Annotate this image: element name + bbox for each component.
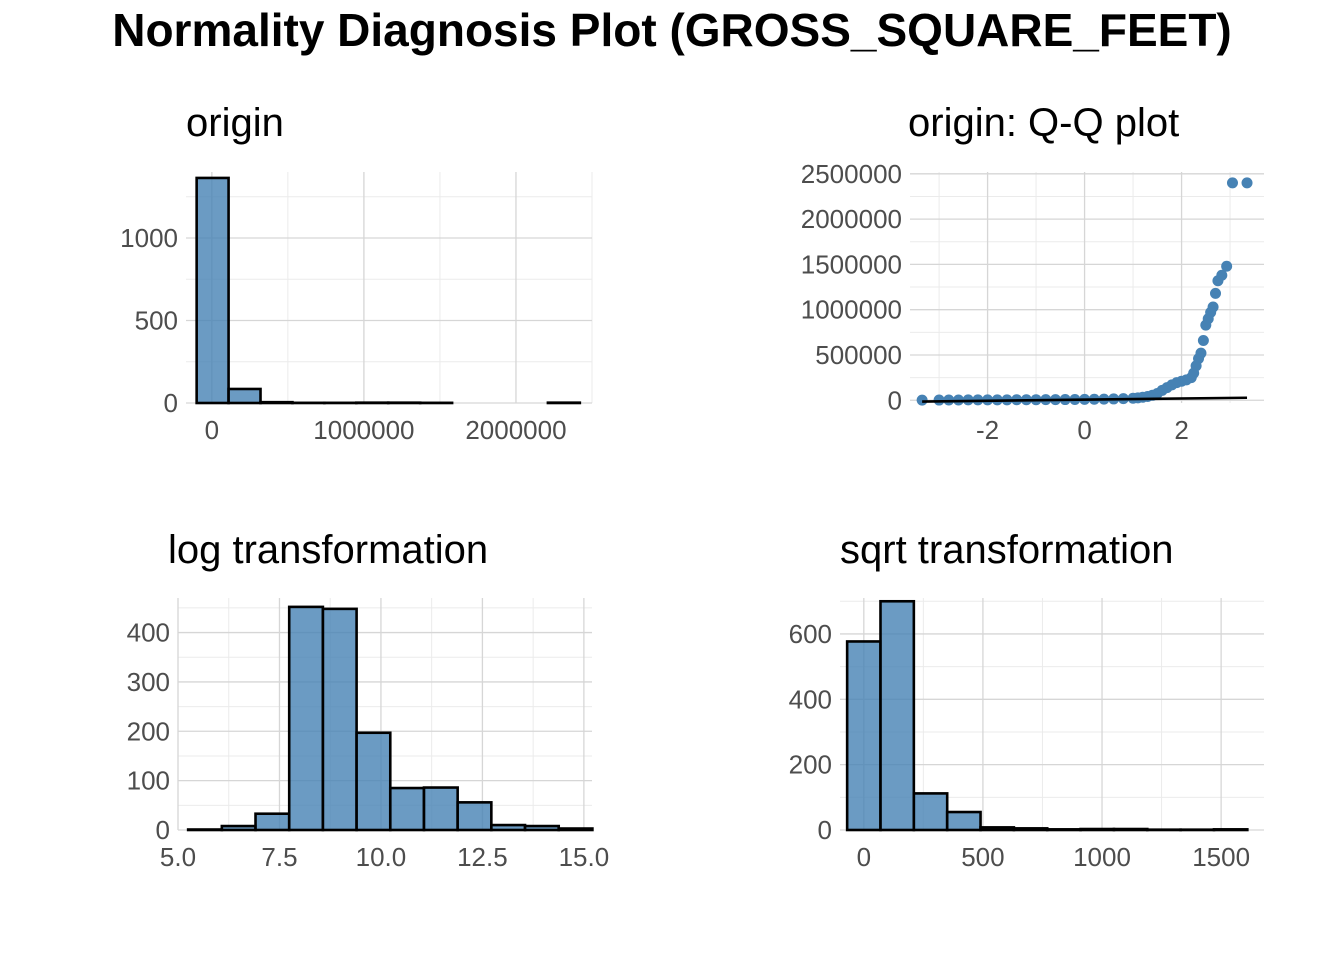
chart-panel-2: origin: Q-Q plot -2 0 2 0 500000 1000000 150000… xyxy=(801,101,1264,445)
histogram-bar xyxy=(254,812,291,832)
histogram-bar xyxy=(220,824,257,832)
qq-point xyxy=(1207,301,1219,313)
x-tick-label: 1500 xyxy=(1192,842,1250,872)
y-tick-label: 500000 xyxy=(815,340,902,370)
histogram-bar xyxy=(490,823,527,832)
page-title: Normality Diagnosis Plot (GROSS_SQUARE_F… xyxy=(112,4,1232,56)
qq-point xyxy=(1226,177,1238,189)
chart-panel-4: sqrt transformation 0 500 1000 1500 0 200 400 60… xyxy=(789,528,1264,872)
y-tick-label: 1500000 xyxy=(801,249,902,279)
qq-point xyxy=(1210,287,1222,299)
histogram-bar xyxy=(1212,828,1249,832)
chart-panel-3: log transformation 5.0 7.5 10.0 12.5 15.0 0 100… xyxy=(127,528,610,872)
qq-reference-line xyxy=(922,396,1248,403)
histogram-bar xyxy=(195,176,230,405)
y-tick-label: 100 xyxy=(127,766,170,796)
qq-point xyxy=(1241,177,1253,189)
x-tick-label: 7.5 xyxy=(261,842,297,872)
x-tick-label: 10.0 xyxy=(356,842,407,872)
y-tick-label: 400 xyxy=(789,684,832,714)
y-tick-label: 2500000 xyxy=(801,159,902,189)
qq-point xyxy=(1216,269,1228,281)
y-tick-label: 0 xyxy=(164,388,178,418)
y-tick-label: 600 xyxy=(789,619,832,649)
histogram-bar xyxy=(388,786,426,832)
x-tick-label: 1000000 xyxy=(313,415,414,445)
histogram-bar xyxy=(945,810,982,832)
y-tick-label: 0 xyxy=(156,815,170,845)
histogram-bar xyxy=(1045,828,1082,832)
histogram-bar xyxy=(845,640,882,832)
y-tick-label: 400 xyxy=(127,618,170,648)
chart-title: log transformation xyxy=(168,528,488,572)
x-tick-label: 2000000 xyxy=(465,415,566,445)
histogram-bar xyxy=(912,792,949,832)
histogram-bar xyxy=(321,607,358,832)
y-tick-label: 300 xyxy=(127,667,170,697)
histogram-bar xyxy=(422,786,459,832)
x-tick-label: 1000 xyxy=(1073,842,1131,872)
histogram-bar xyxy=(287,605,325,832)
chart-panel-1: origin 0 1000000 2000000 0 500 1000 xyxy=(120,101,593,445)
histogram-bar xyxy=(1012,827,1049,832)
histogram-bar xyxy=(879,599,916,832)
x-tick-label: 0 xyxy=(857,842,871,872)
qq-point xyxy=(1221,260,1233,272)
x-tick-label: 0 xyxy=(1077,415,1091,445)
qq-point xyxy=(1195,347,1207,359)
histogram-bar xyxy=(979,826,1016,832)
qq-point xyxy=(1197,334,1209,346)
x-tick-label: 2 xyxy=(1174,415,1188,445)
y-tick-label: 1000000 xyxy=(801,295,902,325)
histogram-bar xyxy=(456,801,493,832)
chart-title: origin xyxy=(186,101,284,145)
x-tick-label: 12.5 xyxy=(457,842,508,872)
y-tick-label: 0 xyxy=(888,385,902,415)
y-tick-label: 0 xyxy=(818,815,832,845)
histogram-bar xyxy=(557,827,594,832)
qq-point xyxy=(916,394,928,406)
y-tick-label: 1000 xyxy=(120,223,178,253)
x-tick-label: 15.0 xyxy=(559,842,610,872)
histogram-bar xyxy=(1079,827,1116,832)
histogram-bar xyxy=(227,387,262,405)
histogram-bar xyxy=(523,824,561,832)
x-tick-label: -2 xyxy=(976,415,999,445)
x-tick-label: 0 xyxy=(205,415,219,445)
y-tick-label: 200 xyxy=(127,716,170,746)
histogram-bar xyxy=(1112,827,1149,832)
y-tick-label: 200 xyxy=(789,750,832,780)
x-tick-label: 500 xyxy=(961,842,1004,872)
histogram-bar xyxy=(355,731,392,832)
y-tick-label: 500 xyxy=(135,306,178,336)
x-tick-label: 5.0 xyxy=(160,842,196,872)
chart-title: origin: Q-Q plot xyxy=(908,101,1179,145)
y-tick-label: 2000000 xyxy=(801,204,902,234)
chart-title: sqrt transformation xyxy=(840,528,1173,572)
histogram-bar xyxy=(259,400,294,405)
